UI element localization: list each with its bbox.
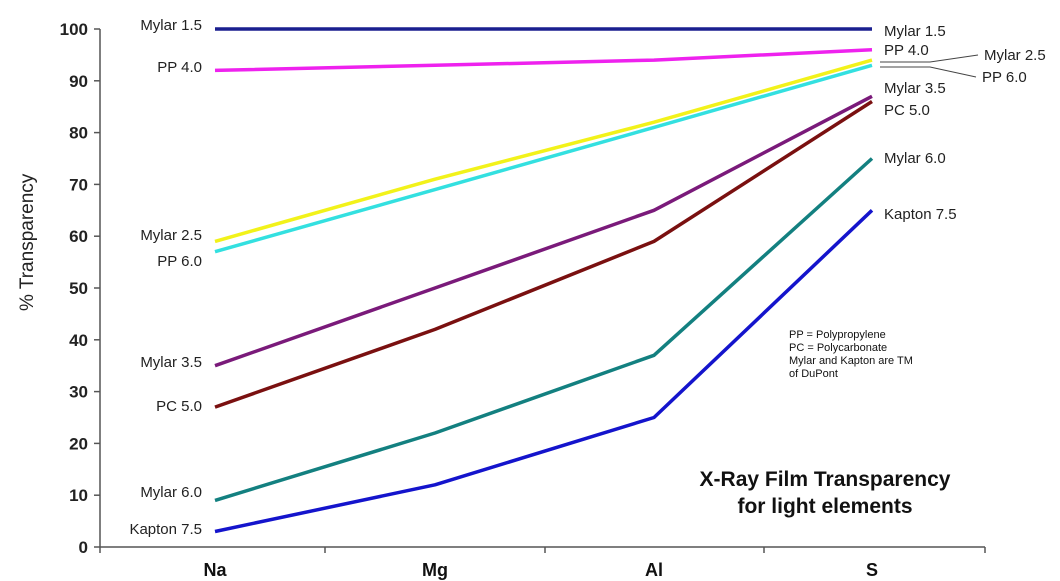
right-series-label: Mylar 3.5 (884, 80, 946, 97)
series-line (214, 63, 873, 254)
y-tick-label: 60 (69, 227, 88, 246)
y-tick-label: 50 (69, 279, 88, 298)
leader-line (880, 66, 977, 78)
note-line-tm: Mylar and Kapton are TM of DuPont (789, 355, 913, 380)
x-tick-label: Mg (422, 560, 448, 580)
series-line (214, 157, 874, 503)
x-tick-label: S (866, 560, 878, 580)
left-series-label: PP 4.0 (157, 59, 202, 76)
left-series-label: Mylar 6.0 (140, 484, 202, 501)
right-series-label: Mylar 6.0 (884, 150, 946, 167)
right-series-label: Kapton 7.5 (884, 206, 957, 223)
left-series-label: PC 5.0 (156, 398, 202, 415)
left-series-label: Kapton 7.5 (129, 521, 202, 538)
y-tick-label: 40 (69, 331, 88, 350)
right-series-label: Mylar 2.5 (984, 47, 1046, 64)
series-line (214, 94, 873, 368)
right-series-label: PP 4.0 (884, 42, 929, 59)
left-series-label: PP 6.0 (157, 253, 202, 270)
y-tick-label: 0 (79, 538, 88, 557)
chart-title: X-Ray Film Transparency for light elemen… (660, 466, 990, 520)
right-series-label: PP 6.0 (982, 69, 1027, 86)
chart-subtitle: for light elements (737, 495, 913, 518)
series-line (214, 58, 873, 244)
y-tick-label: 10 (69, 486, 88, 505)
y-axis-title: % Transparency (8, 174, 48, 311)
abbreviation-note: PP = Polypropylene PC = Polycarbonate My… (789, 329, 1009, 381)
y-tick-label: 70 (69, 175, 88, 194)
x-tick-label: Na (203, 560, 227, 580)
series-line (214, 100, 873, 409)
y-tick-label: 90 (69, 72, 88, 91)
left-series-label: Mylar 2.5 (140, 227, 202, 244)
y-axis-title-text: % Transparency (17, 173, 38, 311)
y-tick-label: 100 (60, 20, 88, 39)
y-tick-label: 30 (69, 383, 88, 402)
left-series-label: Mylar 3.5 (140, 354, 202, 371)
series-line (214, 47, 873, 73)
note-line-pc: PC = Polycarbonate (789, 342, 888, 354)
y-tick-label: 20 (69, 434, 88, 453)
right-series-label: Mylar 1.5 (884, 23, 946, 40)
right-series-label: PC 5.0 (884, 102, 930, 119)
note-line-pp: PP = Polypropylene (789, 329, 886, 341)
left-series-label: Mylar 1.5 (140, 17, 202, 34)
x-tick-label: Al (645, 560, 663, 580)
chart-title-line1: X-Ray Film Transparency (699, 468, 951, 491)
series-line (214, 209, 874, 534)
leader-line (880, 54, 979, 63)
y-tick-label: 80 (69, 124, 88, 143)
